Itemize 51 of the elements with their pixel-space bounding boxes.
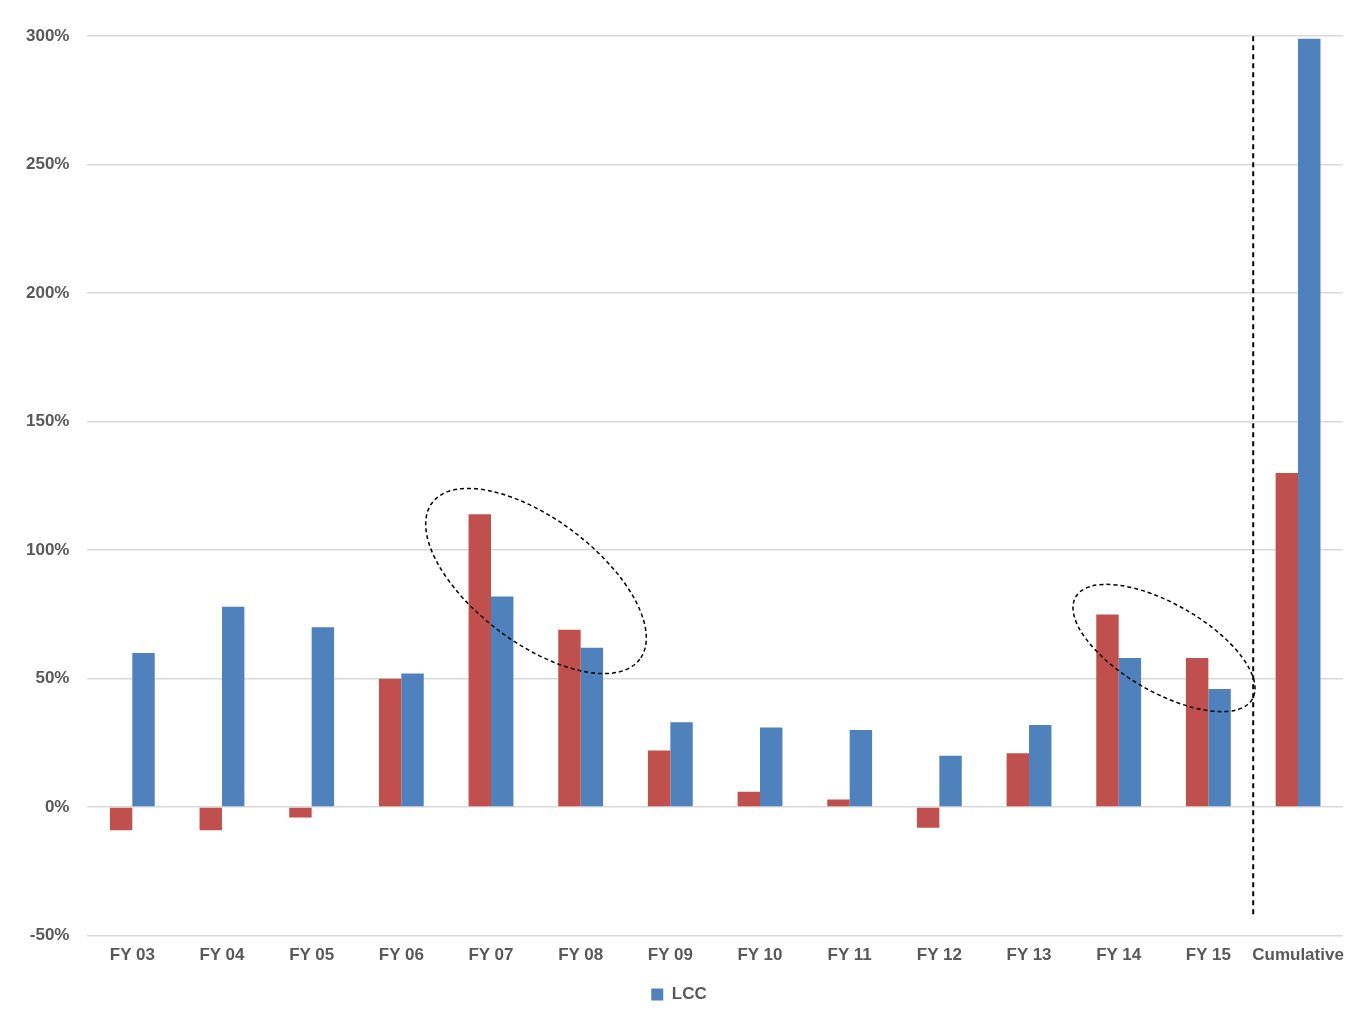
bar	[737, 791, 761, 807]
x-tick-label: FY 05	[289, 945, 335, 965]
bar	[939, 755, 962, 807]
y-tick-label: 100%	[26, 539, 70, 559]
bar	[1029, 724, 1052, 807]
bar	[109, 807, 133, 831]
bar	[1298, 38, 1321, 807]
bar	[132, 652, 155, 807]
y-tick-label: 150%	[26, 411, 70, 431]
bar	[1118, 658, 1142, 807]
bar	[1185, 658, 1209, 807]
bar	[1006, 753, 1030, 807]
y-tick-label: 0%	[44, 796, 70, 816]
bar	[827, 799, 850, 807]
x-tick-label: FY 07	[468, 945, 514, 965]
bar	[1208, 688, 1231, 807]
x-tick-label: FY 12	[916, 945, 962, 965]
y-tick-label: 50%	[35, 668, 70, 688]
bar	[199, 807, 222, 831]
bar	[289, 807, 312, 818]
x-tick-label: FY 09	[647, 945, 693, 965]
x-tick-label: FY 15	[1185, 945, 1231, 965]
bar	[647, 750, 671, 807]
y-tick-label: 200%	[26, 282, 70, 302]
legend-label: LCC	[671, 984, 707, 1004]
x-tick-label: FY 11	[827, 945, 872, 965]
bar	[760, 727, 783, 807]
x-tick-label: FY 10	[737, 945, 783, 965]
bar	[580, 647, 604, 807]
bar	[468, 514, 491, 807]
x-tick-label: FY 14	[1096, 945, 1142, 965]
bar	[491, 596, 514, 807]
y-tick-label: 300%	[26, 25, 70, 45]
bar	[558, 629, 581, 807]
x-tick-label: FY 08	[558, 945, 604, 965]
bar	[378, 678, 402, 807]
bar	[221, 606, 245, 807]
y-tick-label: 250%	[26, 154, 70, 174]
bar	[1275, 473, 1299, 807]
y-tick-label: -50%	[29, 925, 70, 945]
x-tick-label: FY 13	[1006, 945, 1052, 965]
x-tick-label: FY 06	[378, 945, 424, 965]
bar	[916, 807, 940, 828]
bar	[670, 722, 693, 807]
bar	[849, 730, 873, 807]
bar	[401, 673, 424, 807]
bar	[311, 627, 335, 807]
x-tick-label: FY 03	[109, 945, 155, 965]
x-tick-label: FY 04	[199, 945, 246, 965]
x-tick-label: Cumulative	[1252, 945, 1344, 965]
bar	[1096, 614, 1119, 807]
